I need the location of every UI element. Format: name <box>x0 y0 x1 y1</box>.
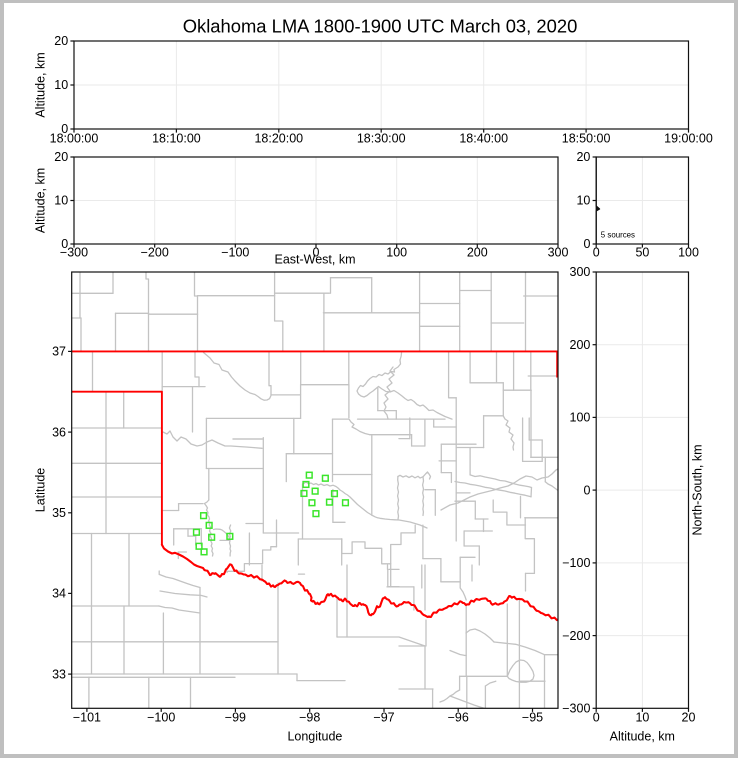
svg-text:Altitude, km: Altitude, km <box>34 168 48 233</box>
svg-text:20: 20 <box>576 150 590 164</box>
svg-text:−101: −101 <box>73 710 101 724</box>
svg-text:18:40:00: 18:40:00 <box>459 132 508 146</box>
svg-text:10: 10 <box>635 710 649 724</box>
svg-text:200: 200 <box>570 338 591 352</box>
svg-text:20: 20 <box>54 150 68 164</box>
svg-text:−300: −300 <box>562 702 590 716</box>
svg-text:10: 10 <box>54 194 68 208</box>
svg-text:Altitude, km: Altitude, km <box>34 52 48 117</box>
svg-text:34: 34 <box>52 587 66 601</box>
svg-text:0: 0 <box>593 245 600 259</box>
svg-text:0: 0 <box>61 122 68 136</box>
svg-text:North-South, km: North-South, km <box>691 444 705 535</box>
svg-text:100: 100 <box>678 245 699 259</box>
svg-text:0: 0 <box>583 237 590 251</box>
svg-text:36: 36 <box>52 425 66 439</box>
svg-text:0: 0 <box>593 710 600 724</box>
svg-text:200: 200 <box>467 245 488 259</box>
svg-text:−100: −100 <box>147 710 175 724</box>
svg-text:18:00:00: 18:00:00 <box>50 132 99 146</box>
svg-text:300: 300 <box>570 265 591 279</box>
svg-text:19:00:00: 19:00:00 <box>664 132 713 146</box>
svg-text:0: 0 <box>313 245 320 259</box>
svg-text:−98: −98 <box>299 710 320 724</box>
svg-text:Oklahoma LMA 1800-1900 UTC Mar: Oklahoma LMA 1800-1900 UTC March 03, 202… <box>183 16 578 37</box>
svg-text:−96: −96 <box>448 710 469 724</box>
svg-text:Latitude: Latitude <box>34 468 48 513</box>
svg-text:Altitude, km: Altitude, km <box>610 730 675 744</box>
svg-text:−300: −300 <box>60 245 88 259</box>
svg-text:37: 37 <box>52 345 66 359</box>
svg-text:20: 20 <box>682 710 696 724</box>
svg-text:−99: −99 <box>225 710 246 724</box>
svg-text:0: 0 <box>61 237 68 251</box>
svg-text:5 sources: 5 sources <box>601 230 635 239</box>
svg-text:−100: −100 <box>562 556 590 570</box>
svg-text:300: 300 <box>548 245 569 259</box>
svg-text:50: 50 <box>635 245 649 259</box>
svg-text:100: 100 <box>386 245 407 259</box>
svg-text:18:20:00: 18:20:00 <box>254 132 303 146</box>
svg-text:East-West, km: East-West, km <box>274 253 355 267</box>
svg-text:0: 0 <box>583 483 590 497</box>
svg-text:100: 100 <box>570 411 591 425</box>
svg-text:−200: −200 <box>562 629 590 643</box>
svg-text:Longitude: Longitude <box>287 730 342 744</box>
svg-text:10: 10 <box>576 194 590 208</box>
svg-text:−200: −200 <box>141 245 169 259</box>
svg-text:−100: −100 <box>221 245 249 259</box>
svg-text:−95: −95 <box>522 710 543 724</box>
svg-text:20: 20 <box>54 34 68 48</box>
svg-text:−97: −97 <box>373 710 394 724</box>
svg-text:18:50:00: 18:50:00 <box>562 132 611 146</box>
svg-text:18:10:00: 18:10:00 <box>152 132 201 146</box>
svg-text:18:30:00: 18:30:00 <box>357 132 406 146</box>
svg-text:35: 35 <box>52 506 66 520</box>
svg-text:33: 33 <box>52 667 66 681</box>
svg-text:10: 10 <box>54 78 68 92</box>
